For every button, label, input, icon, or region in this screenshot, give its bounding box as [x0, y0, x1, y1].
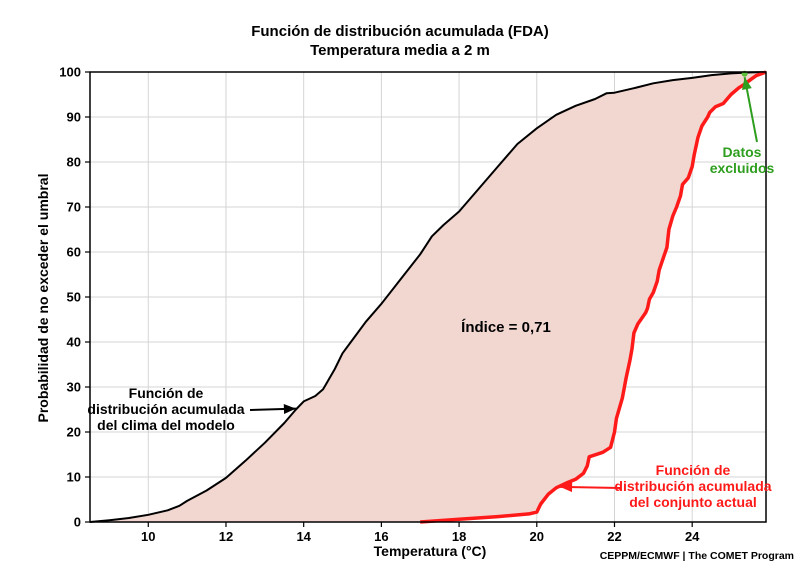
annotation-model-line: del clima del modelo — [97, 417, 235, 433]
annotation-excluded-line: Datos — [723, 144, 762, 160]
x-axis-label: Temperatura (°C) — [374, 543, 487, 559]
y-tick-label: 40 — [67, 335, 81, 350]
annotation-ensemble-arrow-head — [560, 482, 573, 493]
y-tick-label: 0 — [74, 515, 81, 530]
x-tick-label: 16 — [374, 529, 388, 544]
y-axis-label: Probabilidad de no exceder el umbral — [35, 174, 51, 423]
annotation-model-arrow-head — [283, 403, 296, 414]
chart-title: Función de distribución acumulada (FDA) — [251, 23, 549, 40]
y-tick-label: 80 — [67, 155, 81, 170]
index-annotation: Índice = 0,71 — [461, 319, 551, 336]
annotation-model-line: Función de — [129, 385, 204, 401]
annotation-excluded-line: excluidos — [710, 160, 775, 176]
plot-area: 10 12 14 16 18 20 22 24 0 10 20 30 40 50 60 70 80 90 100 Ín… — [59, 65, 774, 545]
series-line-ensemble — [420, 70, 767, 524]
y-tick-label: 50 — [67, 290, 81, 305]
x-tick-label: 20 — [530, 529, 544, 544]
y-tick-label: 30 — [67, 380, 81, 395]
x-tick-label: 18 — [452, 529, 466, 544]
annotation-ensemble-line: Función de — [656, 462, 731, 478]
annotation-ensemble-line: distribución acumulada — [614, 478, 771, 494]
annotation-model-line: distribución acumulada — [87, 401, 244, 417]
y-tick-label: 100 — [59, 65, 81, 80]
area-between-cdfs — [90, 72, 766, 522]
x-tick-label: 24 — [685, 529, 700, 544]
chart-subtitle: Temperatura media a 2 m — [310, 42, 490, 59]
y-tick-label: 90 — [67, 110, 81, 125]
annotation-excluded-arrow-head — [741, 77, 752, 90]
x-tick-label: 10 — [141, 529, 155, 544]
x-tick-label: 22 — [607, 529, 621, 544]
y-tick-label: 60 — [67, 245, 81, 260]
credit-text: CEPPM/ECMWF | The COMET Program — [600, 550, 794, 562]
x-tick-label: 12 — [219, 529, 233, 544]
series-line-model-climate — [89, 71, 767, 523]
x-tick-label: 14 — [296, 529, 311, 544]
annotation-ensemble-line: del conjunto actual — [629, 494, 757, 510]
y-tick-label: 20 — [67, 425, 81, 440]
y-tick-label: 70 — [67, 200, 81, 215]
y-tick-label: 10 — [67, 470, 81, 485]
